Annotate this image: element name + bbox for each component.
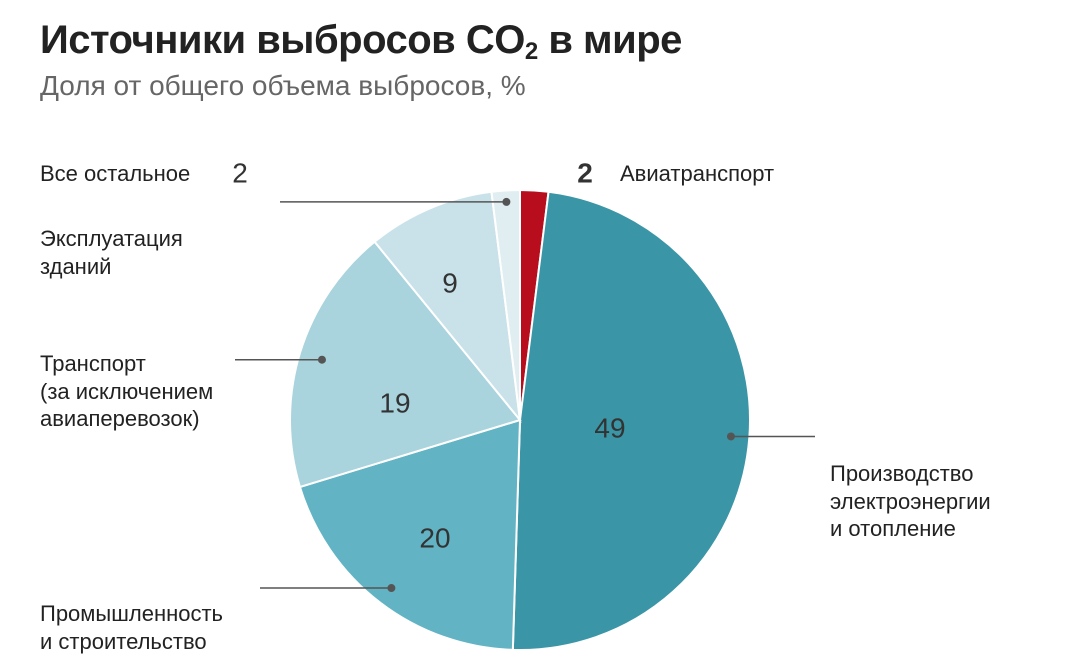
slice-value-electricity-heat: 49 <box>594 412 625 443</box>
slice-value-aviation: 2 <box>577 157 593 188</box>
slice-label-industry-construction: Промышленностьи строительство <box>40 600 223 655</box>
slice-label-everything-else: Все остальное <box>40 160 190 188</box>
slice-value-transport-ex-aviation: 19 <box>379 387 410 418</box>
slice-value-everything-else: 2 <box>232 157 248 188</box>
slice-label-transport-ex-aviation: Транспорт(за исключениемавиаперевозок) <box>40 350 213 433</box>
slice-value-buildings-operation: 9 <box>442 267 458 298</box>
pie-slice-electricity-heat <box>513 192 750 650</box>
slice-label-electricity-heat: Производствоэлектроэнергиии отопление <box>830 460 991 543</box>
pie-chart: 2 49 20 19 9 2 <box>0 0 1080 670</box>
slice-label-buildings-operation: Эксплуатациязданий <box>40 225 183 280</box>
slice-label-aviation: Авиатранспорт <box>620 160 774 188</box>
chart-page: { "title_html": "Источники выбросов CO<s… <box>0 0 1080 670</box>
slice-value-industry-construction: 20 <box>419 522 450 553</box>
